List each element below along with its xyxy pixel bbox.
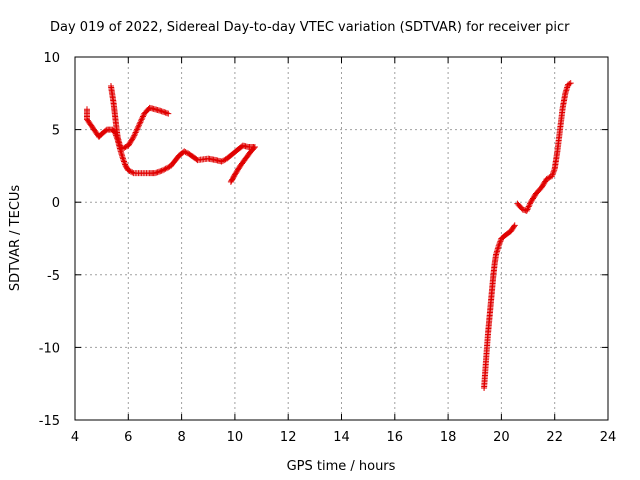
data-point [524, 206, 531, 213]
data-point [119, 145, 126, 152]
data-point [165, 164, 172, 171]
data-point [133, 126, 140, 133]
data-point [138, 116, 145, 123]
y-tick-label: -10 [39, 341, 60, 356]
x-tick-label: 14 [333, 430, 350, 445]
data-point [119, 155, 126, 162]
x-tick-label: 6 [124, 430, 132, 445]
data-point [549, 173, 556, 180]
data-point [496, 241, 503, 248]
data-point [131, 132, 138, 139]
x-axis-title: GPS time / hours [287, 459, 396, 474]
x-tick-label: 22 [546, 430, 563, 445]
data-point [130, 133, 137, 140]
data-point [122, 161, 129, 168]
x-tick-label: 10 [227, 430, 244, 445]
tick-layer [74, 56, 609, 421]
data-point [526, 202, 533, 209]
data-point [121, 144, 128, 151]
data-point [497, 238, 504, 245]
series-arc-2 [107, 83, 172, 152]
data-point [551, 167, 558, 174]
data-point [122, 144, 129, 151]
plot-frame [74, 56, 609, 421]
data-point [511, 222, 518, 229]
x-tick-label: 20 [493, 430, 510, 445]
data-point [135, 123, 142, 130]
x-tick-label: 4 [71, 430, 79, 445]
data-point [545, 175, 552, 182]
data-point [117, 144, 124, 151]
data-point [218, 158, 225, 165]
data-point [549, 171, 556, 178]
x-tick-label: 12 [280, 430, 297, 445]
data-point [165, 110, 172, 117]
data-point [550, 170, 557, 177]
data-point [121, 159, 128, 166]
y-tick-label: 0 [52, 196, 60, 211]
data-point [181, 148, 188, 155]
y-tick-label: 10 [43, 51, 60, 66]
data-point [567, 80, 574, 87]
data-point [221, 157, 228, 164]
data-point [136, 120, 143, 127]
data-point [163, 165, 170, 172]
data-point [126, 167, 133, 174]
x-tick-label: 8 [177, 430, 185, 445]
y-axis-title: SDTVAR / TECUs [8, 185, 23, 292]
series-arc-1 [83, 106, 257, 177]
data-point [137, 117, 144, 124]
data-point [565, 81, 572, 88]
data-point [139, 114, 146, 121]
data-point [139, 113, 146, 120]
data-point [250, 145, 257, 152]
data-point [550, 168, 557, 175]
data-point [129, 135, 136, 142]
x-tick-labels: 4 6 8 10 12 14 16 18 20 22 24 [71, 430, 616, 445]
series-arc-5 [514, 80, 574, 214]
data-point [137, 119, 144, 126]
data-point [120, 157, 127, 164]
x-tick-label: 16 [387, 430, 404, 445]
data-point [162, 165, 169, 172]
data-point [134, 125, 141, 132]
data-point [159, 167, 166, 174]
y-tick-label: -15 [39, 414, 60, 429]
y-tick-label: -5 [47, 269, 60, 284]
y-tick-label: 5 [52, 124, 60, 139]
data-point [129, 169, 136, 176]
y-tick-labels: 10 5 0 -5 -10 -15 [39, 51, 60, 429]
data-point [251, 144, 258, 151]
data-point [132, 129, 139, 136]
data-point [133, 128, 140, 135]
data-layer [83, 80, 574, 392]
data-point [496, 239, 503, 246]
data-point [566, 80, 573, 87]
x-tick-label: 18 [440, 430, 457, 445]
data-point [525, 205, 532, 212]
data-point [219, 157, 226, 164]
data-point [543, 175, 550, 182]
chart-title: Day 019 of 2022, Sidereal Day-to-day VTE… [50, 20, 570, 35]
series-arc-3 [227, 144, 258, 185]
x-tick-label: 24 [600, 430, 617, 445]
data-point [183, 149, 190, 156]
data-point [523, 207, 530, 214]
data-point [495, 242, 502, 249]
data-point [135, 122, 142, 129]
data-point [161, 166, 168, 173]
data-point [546, 174, 553, 181]
data-point [131, 130, 138, 137]
data-point [121, 158, 128, 165]
data-point [182, 149, 189, 156]
data-point [127, 168, 134, 175]
data-point [125, 167, 132, 174]
series-arc-4 [481, 222, 518, 392]
data-point [510, 223, 517, 230]
data-point [525, 203, 532, 210]
data-point [527, 200, 534, 207]
